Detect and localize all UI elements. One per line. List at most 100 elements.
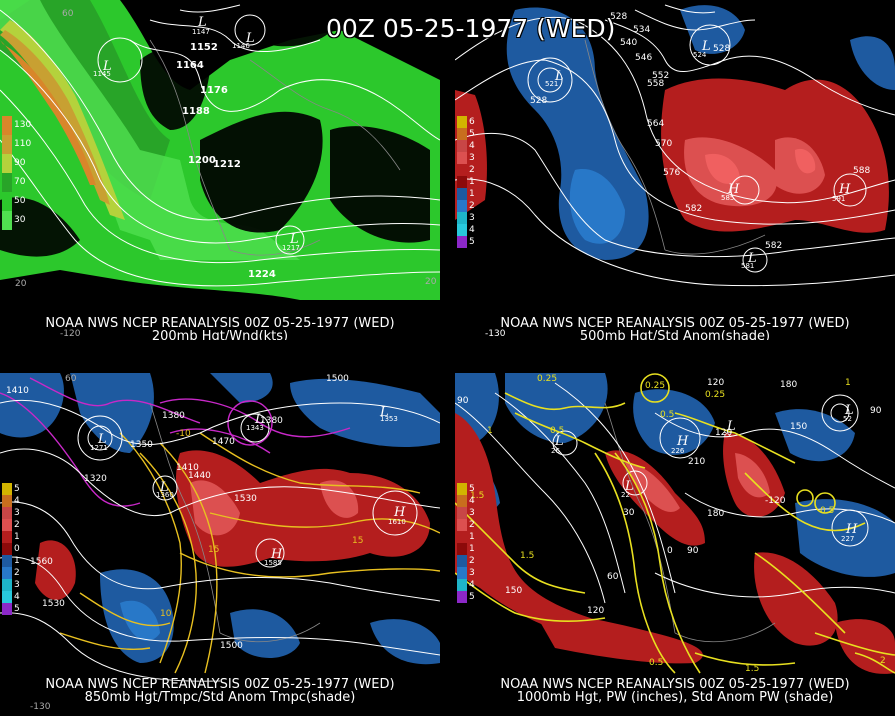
svg-text:22: 22: [723, 431, 732, 439]
legend-entry: 1: [457, 188, 475, 200]
center-value: 1145: [93, 70, 111, 78]
svg-text:60: 60: [65, 374, 77, 384]
svg-text:1500: 1500: [326, 374, 349, 384]
svg-text:10: 10: [160, 609, 172, 619]
svg-text:0.5: 0.5: [550, 426, 564, 436]
legend-entry: 3: [2, 507, 20, 519]
contour-labels-1000: 0.25 0.25 0.25 0.5 0.5 1 1 1.5 1.5 0.5 0…: [457, 374, 886, 674]
contour-label: 1152: [190, 42, 218, 53]
contour-label: 1164: [176, 60, 204, 71]
legend-entry: 3: [457, 567, 475, 579]
panel-caption-field: 500mb Hgt/Std Anom(shade): [579, 329, 771, 341]
svg-text:585: 585: [721, 194, 734, 202]
map-500mb: 528 534 540 546 552 558 564 570 576 582 …: [455, 4, 895, 339]
legend-entry: 3: [457, 212, 475, 224]
legend-entry: 3: [457, 152, 475, 164]
low-center-label: L: [701, 39, 711, 54]
svg-text:0: 0: [667, 546, 673, 556]
legend-entry: 2: [457, 555, 475, 567]
svg-text:60: 60: [607, 572, 619, 582]
height-contours: [0, 4, 440, 287]
legend-entry: 5: [457, 591, 475, 603]
svg-text:30: 30: [623, 508, 635, 518]
legend-entry: 5: [457, 483, 475, 495]
legend-entry: 110: [2, 135, 31, 154]
pressure-centers-200: L 1147 L 1146 L 1145 L 1217: [93, 15, 300, 252]
pw-contours: [455, 373, 895, 674]
low-center-label: L: [747, 251, 757, 266]
legend-entry: 2: [2, 519, 20, 531]
warm-isotherms: [59, 432, 440, 674]
legend-entry: 3: [2, 579, 20, 591]
svg-text:1.5: 1.5: [520, 551, 534, 561]
svg-text:0.5: 0.5: [660, 410, 674, 420]
legend-entry: 90: [2, 154, 31, 173]
svg-text:60: 60: [62, 9, 74, 19]
legend-entry: 4: [2, 495, 20, 507]
coastlines: [604, 402, 776, 643]
contour-label: 558: [647, 79, 664, 89]
svg-text:-130: -130: [30, 702, 51, 712]
legend-entry: 5: [457, 236, 475, 248]
low-center-label: L: [844, 403, 854, 418]
panel-200mb: 1152 1164 1176 1188 1200 1212 1224 L 114…: [0, 0, 440, 340]
low-center-label: L: [289, 232, 299, 247]
low-center-label: L: [624, 479, 634, 494]
svg-text:20: 20: [15, 279, 27, 289]
svg-text:1500: 1500: [220, 641, 243, 651]
svg-text:1353: 1353: [380, 415, 398, 423]
high-center-label: H: [676, 434, 689, 449]
contour-label: 528: [610, 12, 627, 22]
svg-text:1271: 1271: [90, 444, 108, 452]
contour-label: 582: [765, 241, 782, 251]
panel-850mb: 1410 1500 1380 1350 1320 1470 1410 1440 …: [0, 373, 440, 713]
svg-text:581: 581: [741, 262, 754, 270]
contour-label: 1188: [182, 106, 210, 117]
svg-text:524: 524: [693, 51, 707, 59]
legend-entry: 1: [457, 176, 475, 188]
legend-entry: 4: [457, 579, 475, 591]
svg-text:1560: 1560: [30, 557, 53, 567]
legend-850mb: 5 4 3 2 1 0 1 2 3 4 5: [2, 483, 20, 615]
svg-text:1440: 1440: [188, 471, 211, 481]
svg-text:1585: 1585: [264, 559, 282, 567]
legend-entry: 6: [457, 116, 475, 128]
svg-text:1: 1: [845, 378, 851, 388]
svg-text:1380: 1380: [162, 411, 185, 421]
svg-text:150: 150: [505, 586, 522, 596]
svg-text:1470: 1470: [212, 437, 235, 447]
svg-text:52: 52: [843, 415, 852, 423]
svg-text:0.5: 0.5: [649, 658, 663, 668]
svg-text:150: 150: [790, 422, 807, 432]
high-center-label: H: [270, 547, 283, 562]
contour-label: 528: [530, 96, 547, 106]
legend-entry: 130: [2, 116, 31, 135]
legend-entry: 2: [457, 200, 475, 212]
contour-label: 528: [713, 44, 730, 54]
svg-text:1.5: 1.5: [745, 664, 759, 674]
panel-caption-source: NOAA NWS NCEP REANALYSIS 00Z 05-25-1977 …: [500, 316, 850, 331]
svg-text:-120: -120: [60, 329, 81, 339]
svg-text:180: 180: [707, 509, 724, 519]
legend-entry: 4: [457, 495, 475, 507]
contour-label: 1224: [248, 269, 276, 280]
legend-entry: 30: [2, 211, 31, 230]
contour-label: 540: [620, 38, 637, 48]
svg-text:0.5: 0.5: [820, 506, 834, 516]
legend-1000mb: 5 4 3 2 1 1 2 3 4 5: [457, 483, 475, 603]
contour-labels-200: 1152 1164 1176 1188 1200 1212 1224: [176, 42, 276, 280]
svg-text:15: 15: [352, 536, 363, 546]
high-center-label: H: [838, 182, 851, 197]
svg-text:120: 120: [715, 428, 732, 438]
panel-caption-field: 850mb Hgt/Tmpc/Std Anom Tmpc(shade): [84, 690, 356, 705]
svg-text:1.5: 1.5: [470, 491, 484, 501]
svg-text:1360: 1360: [156, 491, 174, 499]
svg-text:226: 226: [671, 447, 685, 455]
svg-text:1410: 1410: [176, 463, 199, 473]
svg-text:1530: 1530: [42, 599, 65, 609]
map-200mb: 1152 1164 1176 1188 1200 1212 1224 L 114…: [0, 0, 440, 340]
svg-text:210: 210: [688, 457, 705, 467]
svg-text:1320: 1320: [84, 474, 107, 484]
low-center-label: L: [159, 480, 169, 495]
center-value: 1146: [232, 42, 250, 50]
